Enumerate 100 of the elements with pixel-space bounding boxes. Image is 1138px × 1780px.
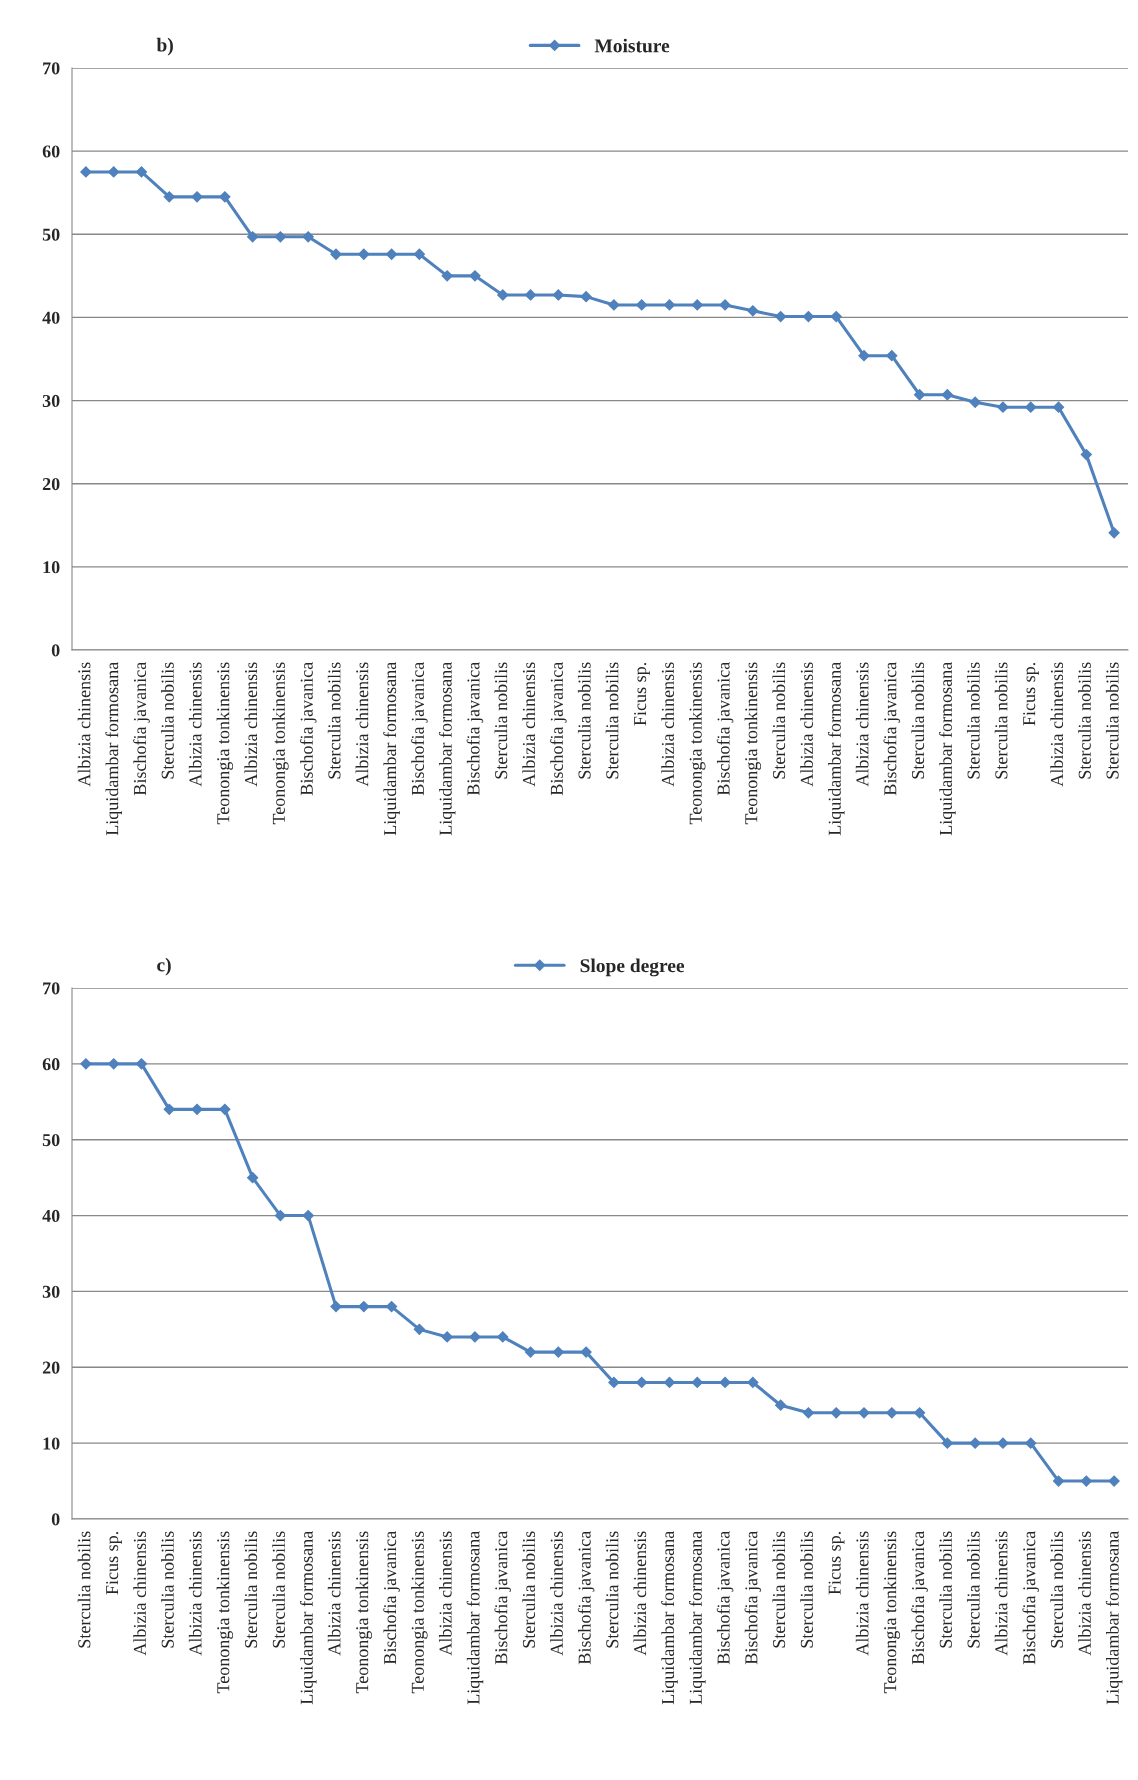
x-tick-label: Liquidambar formosana [466, 1531, 484, 1705]
x-tick-label: Sterculia nobilis [966, 662, 980, 779]
point [775, 1399, 787, 1411]
point [636, 299, 648, 311]
x-tick-label: Sterculia nobilis [772, 662, 786, 779]
x-tick-label: Sterculia nobilis [994, 662, 1008, 779]
point [1052, 1475, 1065, 1487]
point [1108, 527, 1120, 539]
point [913, 389, 926, 401]
point [1080, 449, 1092, 461]
x-tick-label: Liquidambar formosana [939, 662, 956, 836]
x-tick-label: Albizia chinensis [438, 1531, 452, 1656]
x-tick-label: Teonongia tonkinensis [216, 1531, 234, 1694]
x-tick-label: Sterculia nobilis [161, 1531, 174, 1648]
point [913, 1407, 926, 1419]
point [302, 231, 314, 243]
point [886, 350, 898, 362]
point [552, 1346, 564, 1358]
point [247, 231, 259, 243]
point [580, 1346, 592, 1358]
x-tick-label: Bischofia javanica [550, 662, 567, 796]
y-tick-label: 50 [42, 228, 60, 241]
point [997, 401, 1009, 413]
x-tick-label: Bischofia javanica [716, 1531, 734, 1665]
x-tick-label: Bischofia javanica [716, 662, 734, 796]
y-tick-label: 60 [42, 145, 60, 158]
point [941, 389, 953, 401]
x-tick-label: Bischofia javanica [577, 1531, 595, 1665]
x-tick-label: Sterculia nobilis [605, 1531, 619, 1648]
point [497, 1331, 509, 1343]
point [747, 1376, 759, 1389]
x-tick-label: Albizia chinensis [855, 1531, 869, 1656]
x-tick-label: Sterculia nobilis [966, 1531, 980, 1648]
point [719, 1376, 731, 1389]
point [413, 1323, 425, 1335]
y-tick-label: 70 [43, 982, 60, 995]
y-tick-label: 70 [43, 62, 60, 75]
point [163, 191, 175, 203]
x-tick-label: Teonongia tonkinensis [689, 662, 706, 825]
point [969, 396, 981, 408]
x-tick-label: Albizia chinensis [633, 1531, 647, 1656]
x-tick-label: Sterculia nobilis [911, 662, 925, 779]
x-tick-label: Liquidambar formosana [105, 662, 122, 836]
x-tick-label: Albizia chinensis [522, 662, 536, 787]
x-tick-label: Teonongia tonkinensis [411, 1531, 428, 1694]
x-tick-label: Bischofia javanica [883, 662, 901, 796]
x-tick-label: Albizia chinensis [188, 1531, 202, 1656]
point [524, 289, 537, 301]
point [247, 1172, 259, 1184]
point [135, 1058, 148, 1070]
x-tick-label: Albizia chinensis [994, 1531, 1008, 1656]
point [580, 291, 592, 303]
x-tick-label: Liquidambar formosana [438, 662, 456, 836]
point [608, 1376, 620, 1389]
point [747, 305, 759, 317]
x-tick-label: Teonongia tonkinensis [744, 662, 762, 825]
point [552, 289, 564, 301]
x-tick-label: Albizia chinensis [661, 662, 674, 787]
x-tick-label: Liquidambar formosana [827, 662, 845, 836]
point [969, 1437, 981, 1449]
y-tick-label: 20 [42, 1361, 60, 1374]
chart-title: c) [157, 957, 171, 976]
x-tick-label: Ficus sp. [634, 663, 650, 726]
point [191, 1103, 203, 1115]
x-tick-label: Bischofia javanica [466, 662, 484, 796]
point [858, 1407, 870, 1419]
x-tick-label: Bischofia javanica [299, 662, 317, 796]
x-tick-label: Albizia chinensis [77, 662, 91, 787]
x-tick-label: Sterculia nobilis [522, 1531, 536, 1648]
point [330, 1300, 342, 1313]
x-tick-label: Ficus sp. [106, 1532, 122, 1595]
x-tick-label: Ficus sp. [828, 1532, 845, 1595]
point [941, 1437, 953, 1449]
x-tick-label: Bischofia javanica [411, 662, 428, 796]
y-tick-label: 60 [42, 1058, 60, 1071]
point [608, 299, 620, 311]
x-tick-label: Sterculia nobilis [800, 1531, 813, 1648]
y-tick-label: 50 [42, 1133, 60, 1147]
x-tick-label: Albizia chinensis [188, 662, 202, 787]
y-tick-label: 20 [42, 477, 60, 491]
x-tick-label: Sterculia nobilis [605, 662, 619, 779]
y-tick-label: 40 [42, 1209, 60, 1223]
point [1025, 401, 1037, 413]
point [108, 1058, 120, 1070]
point [858, 350, 870, 362]
x-tick-label: Sterculia nobilis [772, 1531, 786, 1648]
point [524, 1346, 537, 1358]
x-tick-label: Sterculia nobilis [327, 662, 341, 779]
x-tick-label: Liquidambar formosana [688, 1531, 706, 1705]
x-tick-label: Bischofia javanica [383, 1531, 400, 1665]
x-tick-label: Teonongia tonkinensis [883, 1531, 900, 1694]
x-tick-label: Ficus sp. [1023, 663, 1039, 726]
point [330, 248, 342, 260]
y-tick-label: 30 [42, 394, 60, 408]
point [802, 1407, 815, 1419]
point [1080, 1475, 1092, 1487]
y-tick-label: 10 [43, 1437, 60, 1450]
x-tick-label: Albizia chinensis [244, 662, 258, 787]
point [441, 1331, 453, 1343]
x-tick-label: Sterculia nobilis [1050, 1531, 1064, 1648]
